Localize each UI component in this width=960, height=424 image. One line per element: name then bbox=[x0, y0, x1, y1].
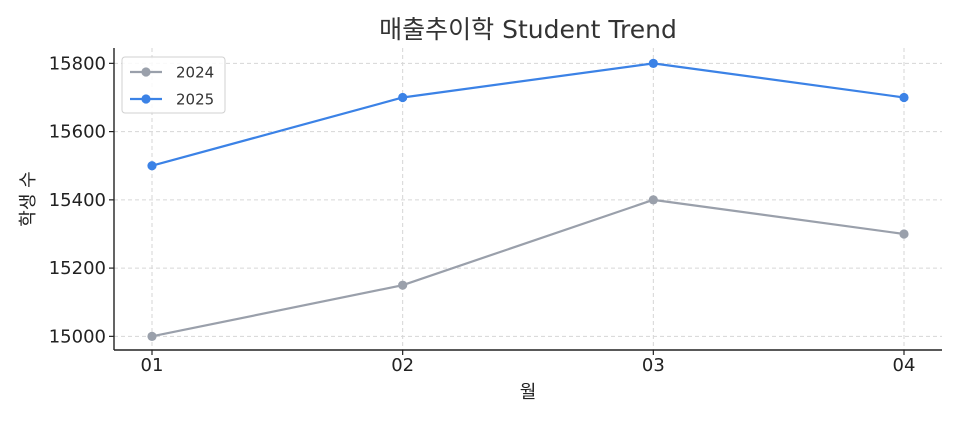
y-tick-label: 15000 bbox=[49, 326, 106, 347]
data-point-2025-02 bbox=[398, 92, 408, 103]
x-tick-label: 03 bbox=[642, 355, 665, 376]
data-point-2024-04 bbox=[899, 229, 909, 239]
legend-marker-2024 bbox=[141, 67, 151, 77]
axes: 15000 15200 15400 15600 15800 01 02 03 04 bbox=[49, 48, 942, 376]
legend-marker-2025 bbox=[141, 94, 151, 104]
x-tick-label: 01 bbox=[141, 355, 164, 376]
y-tick-label: 15400 bbox=[49, 190, 106, 211]
series-2024 bbox=[147, 195, 909, 341]
chart-title: 매출추이학 Student Trend bbox=[379, 15, 677, 44]
data-point-2025-04 bbox=[899, 92, 909, 103]
data-point-2024-03 bbox=[648, 195, 658, 205]
x-axis-label: 월 bbox=[520, 382, 537, 403]
x-tick-label: 04 bbox=[893, 355, 916, 376]
data-point-2024-01 bbox=[147, 331, 157, 341]
series-line-2025 bbox=[151, 62, 905, 167]
data-point-2025-03 bbox=[648, 58, 658, 68]
grid bbox=[114, 48, 942, 350]
series-line-2024 bbox=[151, 198, 905, 338]
series-2025 bbox=[147, 58, 909, 171]
data-point-2025-01 bbox=[147, 161, 157, 171]
y-tick-label: 15200 bbox=[49, 258, 106, 279]
y-tick-label: 15600 bbox=[49, 122, 106, 143]
series bbox=[147, 58, 909, 341]
legend-label-2025: 2025 bbox=[176, 91, 214, 109]
legend: 2024 2025 bbox=[121, 56, 226, 114]
y-axis-label: 학생 수 bbox=[18, 171, 39, 226]
x-tick-label: 02 bbox=[391, 355, 414, 376]
data-point-2024-02 bbox=[398, 280, 408, 290]
y-tick-label: 15800 bbox=[49, 53, 106, 74]
legend-label-2024: 2024 bbox=[176, 64, 214, 82]
